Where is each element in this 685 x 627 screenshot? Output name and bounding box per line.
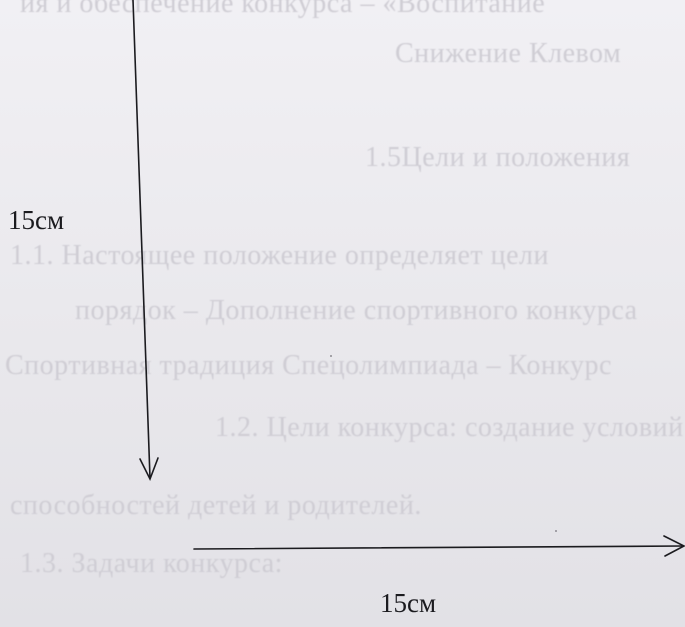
horizontal-arrow-shaft [193,545,684,550]
scan-speck [555,530,557,532]
vertical-dimension-label: 15см [8,205,65,235]
vertical-arrow-shaft [132,0,151,479]
bleed-through-line: способностей детей и родителей. [10,490,422,521]
bleed-through-line: 1.1. Настоящее положение определяет цели [10,240,549,271]
bleed-through-line: 1.2. Цели конкурса: создание условий для [215,412,685,443]
bleed-through-line: 1.3. Задачи конкурса: [20,548,283,579]
horizontal-dimension-label: 15см [380,588,437,618]
bleed-through-line: Снижение Клевом [395,38,622,69]
vertical-arrow-head [139,457,159,481]
bleed-through-line: 1.5Цели и положения [365,142,631,173]
scan-speck [330,355,332,357]
bleed-through-line: Спортивная традиция Спецолимпиада – Конк… [5,350,612,381]
bleed-through-line: ия и обеспечение конкурса – «Воспитание [20,0,546,19]
bleed-through-line: порядок – Дополнение спортивного конкурс… [75,295,638,326]
horizontal-arrow-head [663,535,685,557]
